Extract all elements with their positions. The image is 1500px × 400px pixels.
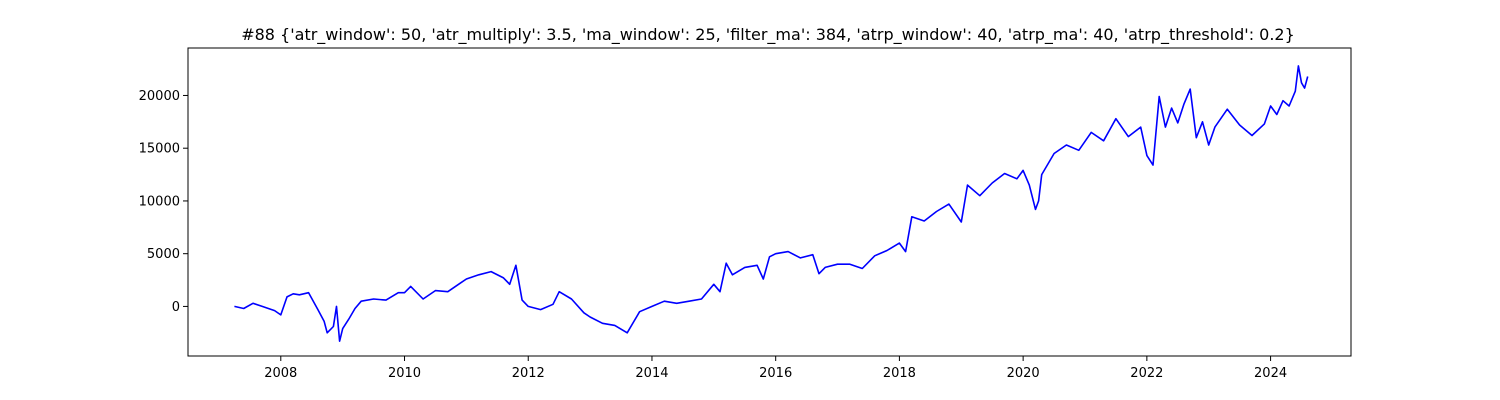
y-tick-label: 0 xyxy=(172,300,180,315)
y-axis: 0 5000 10000 15000 20000 xyxy=(139,89,188,315)
chart-title: #88 {'atr_window': 50, 'atr_multiply': 3… xyxy=(241,25,1295,45)
plot-area xyxy=(234,65,1309,343)
x-tick-label: 2020 xyxy=(1007,366,1040,381)
x-tick-label: 2016 xyxy=(759,366,792,381)
y-tick-label: 5000 xyxy=(147,247,180,262)
x-tick-label: 2022 xyxy=(1130,366,1163,381)
x-tick-label: 2018 xyxy=(883,366,916,381)
x-tick-label: 2014 xyxy=(635,366,668,381)
x-tick-label: 2010 xyxy=(388,366,421,381)
y-tick-label: 10000 xyxy=(139,194,180,209)
y-tick-label: 20000 xyxy=(139,89,180,104)
y-tick-label: 15000 xyxy=(139,142,180,157)
x-tick-label: 2008 xyxy=(264,366,297,381)
plot-frame xyxy=(187,47,1352,357)
x-tick-label: 2012 xyxy=(512,366,545,381)
x-tick-label: 2024 xyxy=(1254,366,1287,381)
x-axis: 2008 2010 2012 2014 2016 2018 2020 2022 2024 xyxy=(264,356,1287,381)
series-line-0 xyxy=(234,65,1309,343)
